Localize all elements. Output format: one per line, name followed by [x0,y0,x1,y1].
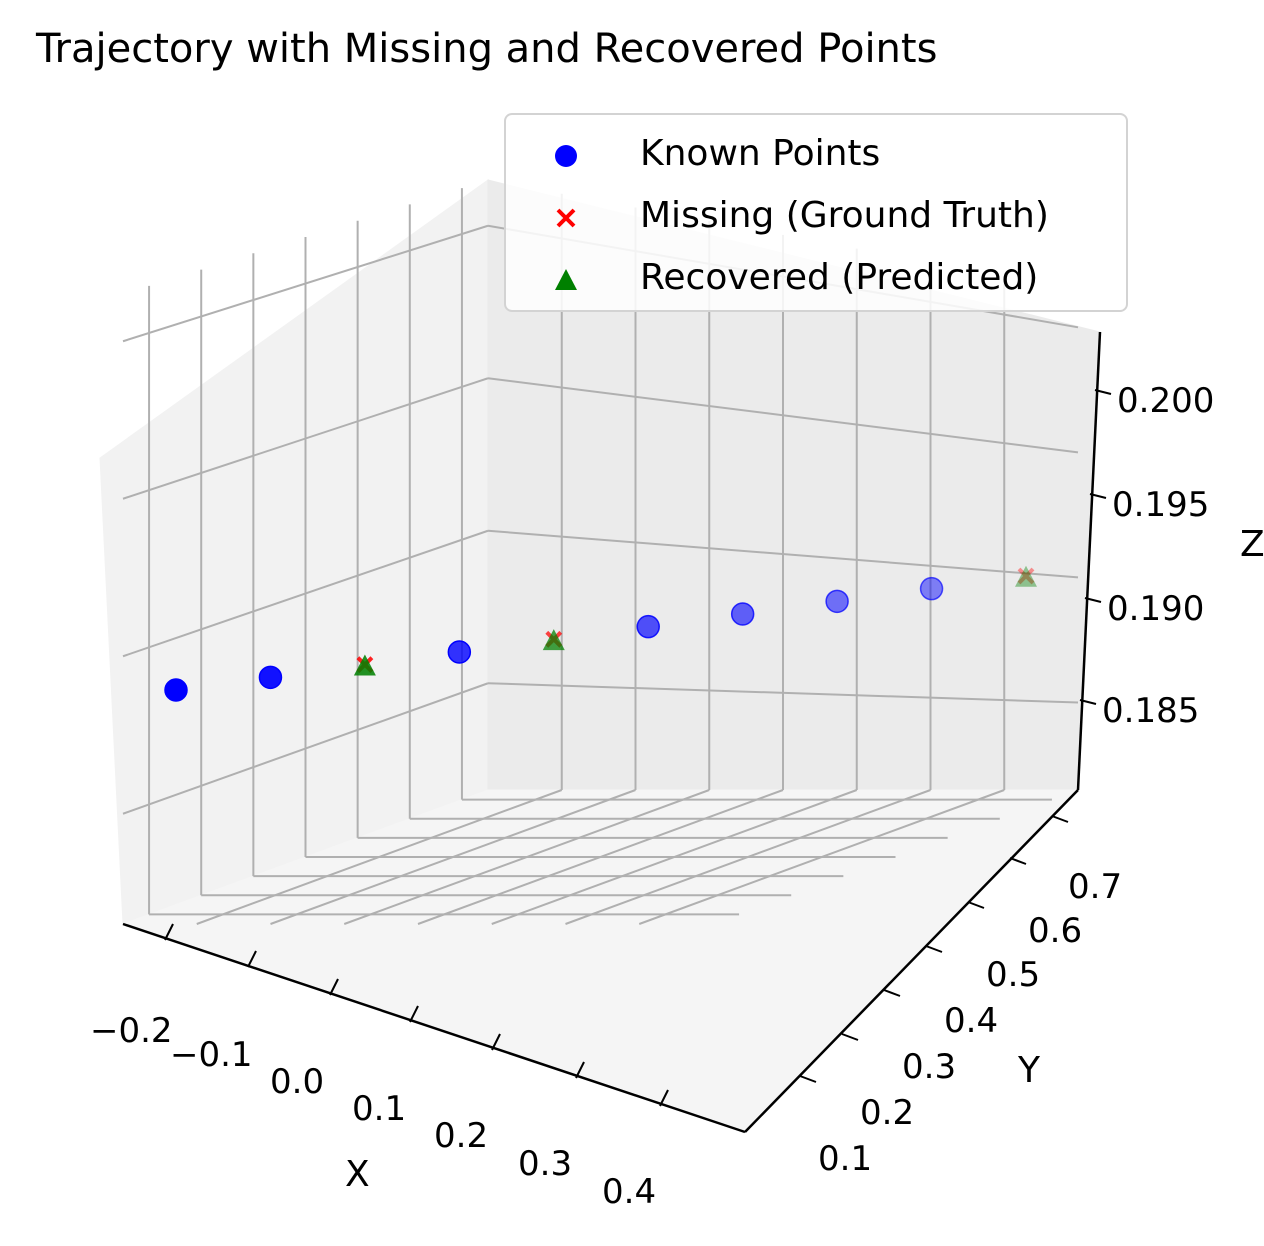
tick-labels: −0.2−0.10.00.10.20.30.40.10.20.30.40.50.… [90,381,1214,1212]
legend-item-recovered: Recovered (Predicted) [506,247,1126,307]
z-axis-line [1076,331,1102,791]
chart-title: Trajectory with Missing and Recovered Po… [36,26,938,72]
y-axis-label: Y [1017,1050,1041,1091]
known-point [730,602,755,626]
known-point [919,576,944,601]
y-tick-mark [1051,815,1069,823]
z-tick-label: 0.190 [1107,589,1204,629]
grid-line-y [196,789,563,925]
grid-line-y [565,789,931,925]
known-point [447,640,472,664]
x-tick-mark [659,1089,669,1107]
circle-marker-icon [555,145,577,167]
x-tick-mark [491,1033,501,1051]
recovered-point [1015,565,1037,587]
y-tick-mark [925,945,943,953]
y-tick-mark [883,989,901,997]
grid-line-y [343,789,710,925]
grid-lines [122,188,1079,925]
legend: Known Points Missing (Ground Truth) Reco… [504,113,1128,312]
y-tick-mark [967,901,985,909]
x-tick-mark [329,978,339,996]
y-tick-mark [841,1033,859,1041]
x-axis-line [122,922,746,1134]
missing-point [1017,567,1035,585]
z-tick-mark [1084,597,1102,603]
x-tick-mark [409,1005,419,1023]
y-tick-label: 0.2 [860,1093,914,1133]
x-tick-mark [575,1061,585,1079]
x-tick-label: −0.1 [170,1035,253,1075]
x-tick-label: 0.3 [518,1144,572,1184]
z-tick-mark [1094,389,1112,395]
grid-line-y [417,789,784,925]
x-tick-label: 0.2 [434,1116,488,1156]
legend-item-missing: Missing (Ground Truth) [506,185,1126,245]
y-tick-label: 0.3 [902,1047,956,1087]
recovered-point [542,629,565,651]
y-tick-mark [1009,857,1027,865]
grid-line-z-left [122,529,489,658]
z-tick-label: 0.195 [1112,485,1209,525]
x-tick-label: −0.2 [90,1011,173,1051]
x-tick-label: 0.4 [602,1172,656,1212]
x-tick-mark [247,950,257,968]
grid-line-z-left [122,682,489,815]
x-tick-label: 0.0 [270,1062,324,1102]
legend-label-known: Known Points [640,133,881,174]
y-tick-mark [799,1075,817,1083]
known-point [636,614,660,639]
recovered-point [353,654,376,676]
axes [122,331,1112,1134]
y-tick-label: 0.5 [986,955,1040,995]
y-tick-label: 0.1 [818,1139,872,1179]
y-tick-label: 0.6 [1028,911,1082,951]
grid-line-z-left [122,377,489,500]
x-tick-mark [164,923,174,941]
grid-line-z-back [487,377,1079,454]
triangle-marker-icon [555,269,577,290]
z-tick-mark [1089,493,1107,499]
known-point [258,665,283,690]
grid-line-z-left [122,224,489,343]
legend-label-missing: Missing (Ground Truth) [640,195,1049,236]
y-tick-label: 0.4 [944,1001,998,1041]
y-axis-line [744,789,1079,1133]
x-marker-icon [556,208,576,228]
z-axis-label: Z [1240,524,1264,565]
grid-line-y [638,789,1005,925]
known-point [825,589,849,614]
legend-label-recovered: Recovered (Predicted) [640,257,1039,298]
grid-line-z-back [487,529,1079,579]
z-tick-label: 0.185 [1102,691,1199,731]
grid-line-z-back [487,682,1079,704]
z-tick-mark [1079,699,1097,705]
x-tick-label: 0.1 [352,1089,406,1129]
known-point [164,678,188,702]
data-marks [164,565,1037,702]
legend-item-known: Known Points [506,123,1126,183]
grid-line-y [270,789,636,925]
z-tick-label: 0.200 [1117,381,1214,421]
x-axis-label: X [345,1154,370,1195]
y-tick-label: 0.7 [1068,867,1122,907]
grid-line-y [491,789,858,925]
